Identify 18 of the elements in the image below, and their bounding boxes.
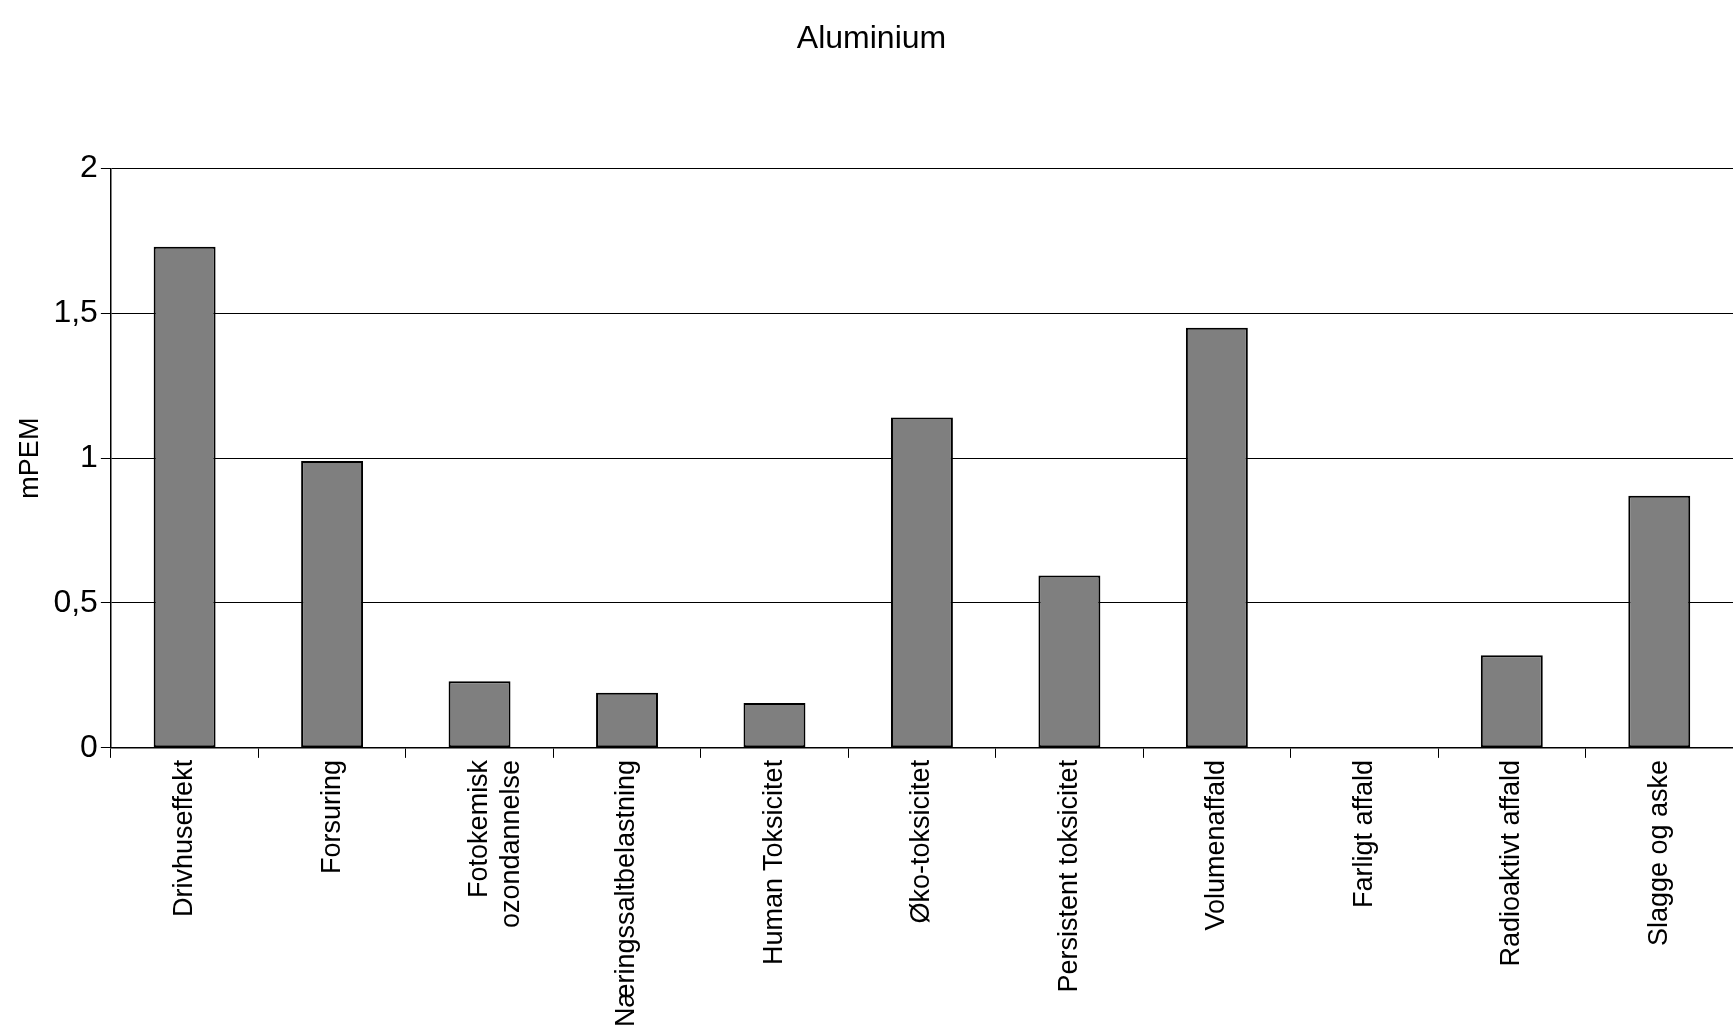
x-tick-label: Slagge og aske — [1642, 759, 1673, 946]
y-tick-label: 1 — [80, 437, 98, 474]
x-tick-label: Næringssaltbelastning — [610, 759, 641, 1027]
x-tick-label: Human Toksicitet — [757, 759, 788, 965]
y-tick-label: 1,5 — [53, 293, 98, 330]
chart-title: Aluminium — [796, 19, 947, 56]
y-tick-label: 2 — [80, 148, 98, 185]
x-tick-label: Fotokemisk ozondannelse — [463, 759, 526, 929]
x-tick-label: Øko-toksicitet — [905, 759, 936, 924]
y-tick-label: 0 — [80, 727, 98, 764]
x-tick-label: Forsuring — [315, 759, 346, 874]
y-axis-title: mPEM — [13, 417, 44, 499]
x-tick-label: Volumenaffald — [1200, 759, 1231, 931]
y-tick-label: 0,5 — [53, 582, 98, 619]
x-tick-label: Persistent toksicitet — [1052, 759, 1083, 993]
x-tick-label: Farligt affald — [1347, 759, 1378, 908]
x-tick-label: Radioaktivt affald — [1495, 759, 1526, 967]
x-tick-label: Drivhuseffekt — [168, 759, 199, 917]
